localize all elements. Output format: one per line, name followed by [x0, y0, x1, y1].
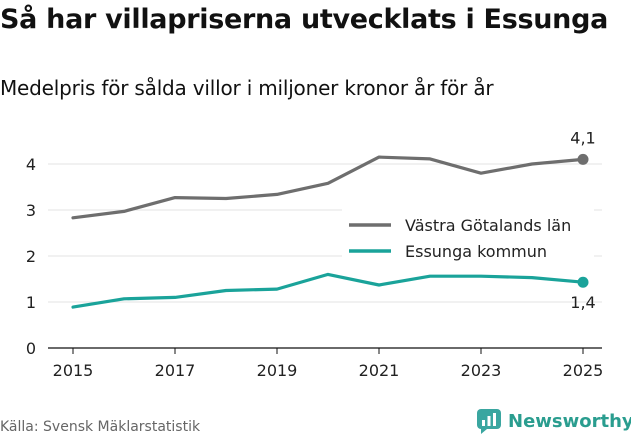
axes: 0 1 2 3 4 2015 2017 2019 2021 2023 2025	[26, 155, 604, 380]
chart-title: Så har villapriserna utvecklats i Essung…	[0, 4, 609, 35]
y-tick-label: 4	[26, 155, 36, 174]
source-note: Källa: Svensk Mäklarstatistik	[0, 419, 201, 435]
end-value-label: 4,1	[570, 128, 595, 147]
series-lines: 4,1 1,4	[71, 128, 596, 312]
x-tick-label: 2021	[359, 361, 400, 380]
end-point-marker	[577, 153, 589, 165]
legend-background	[342, 209, 594, 271]
x-tick-label: 2023	[461, 361, 502, 380]
x-tick-label: 2015	[53, 361, 94, 380]
end-point-marker	[577, 276, 589, 288]
y-tick-label: 2	[26, 247, 36, 266]
legend-label: Västra Götalands län	[405, 216, 571, 235]
x-tick-label: 2017	[155, 361, 196, 380]
y-tick-label: 0	[26, 339, 36, 358]
legend-label: Essunga kommun	[405, 242, 547, 261]
newsworthy-logo-icon	[477, 409, 501, 434]
end-value-label: 1,4	[570, 293, 595, 312]
y-tick-label: 3	[26, 201, 36, 220]
brand-logo[interactable]: Newsworthy	[476, 408, 631, 434]
brand-name: Newsworthy	[508, 410, 631, 432]
legend: Västra Götalands län Essunga kommun	[342, 209, 594, 271]
chart-subtitle: Medelpris för sålda villor i miljoner kr…	[0, 76, 494, 100]
line-chart: 0 1 2 3 4 2015 2017 2019 2021 2023 2025 4,1 1,4 Väs…	[26, 128, 604, 380]
x-tick-label: 2025	[563, 361, 604, 380]
x-tick-label: 2019	[257, 361, 298, 380]
y-tick-label: 1	[26, 293, 36, 312]
series-line	[71, 155, 585, 220]
series-line	[71, 272, 585, 309]
